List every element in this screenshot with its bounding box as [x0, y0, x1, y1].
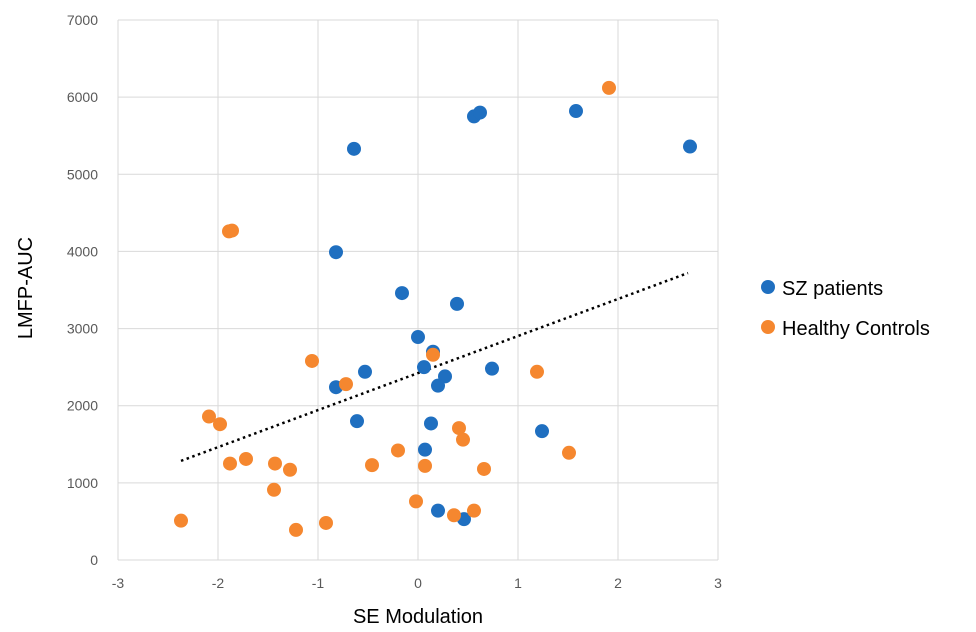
- x-tick-label: -2: [212, 575, 225, 591]
- data-point: [418, 458, 432, 473]
- data-point: [485, 361, 499, 376]
- data-point: [283, 462, 297, 477]
- data-point: [319, 515, 333, 530]
- data-point: [562, 445, 576, 460]
- data-point: [225, 223, 239, 238]
- legend-label: Healthy Controls: [782, 318, 930, 340]
- x-tick-label: 2: [614, 575, 622, 591]
- trendline-group: [180, 271, 689, 463]
- gridlines: [117, 19, 719, 561]
- data-point: [569, 104, 583, 119]
- x-tick-label: -3: [112, 575, 125, 591]
- legend-label: SZ patients: [782, 278, 883, 300]
- data-point: [365, 458, 379, 473]
- data-point: [447, 508, 461, 523]
- data-point: [683, 139, 697, 154]
- y-tick-label: 1000: [67, 475, 98, 491]
- trendline: [180, 271, 689, 463]
- data-point: [473, 105, 487, 120]
- y-tick-label: 3000: [67, 321, 98, 337]
- y-tick-label: 5000: [67, 166, 98, 182]
- data-point: [305, 353, 319, 368]
- data-point: [268, 456, 282, 471]
- x-axis-label: SE Modulation: [353, 606, 483, 628]
- data-points: [174, 80, 697, 537]
- tick-labels: -3 -2 -1 0 1 2 3 0 1000 2000 3000 4000 5000 6000 7000: [67, 12, 722, 591]
- data-point: [239, 451, 253, 466]
- data-point: [223, 456, 237, 471]
- x-tick-label: 3: [714, 575, 722, 591]
- data-point: [411, 330, 425, 345]
- data-point: [395, 286, 409, 301]
- data-point: [450, 296, 464, 311]
- data-point: [530, 364, 544, 379]
- data-point: [431, 378, 445, 393]
- data-point: [431, 503, 445, 518]
- data-point: [347, 141, 361, 156]
- x-tick-label: -1: [312, 575, 325, 591]
- legend-marker: [761, 280, 775, 294]
- y-tick-label: 6000: [67, 89, 98, 105]
- data-point: [339, 377, 353, 392]
- data-point: [467, 503, 481, 518]
- x-tick-label: 0: [414, 575, 422, 591]
- data-point: [535, 424, 549, 439]
- y-tick-label: 0: [90, 552, 98, 568]
- data-point: [477, 461, 491, 476]
- y-tick-label: 2000: [67, 398, 98, 414]
- data-point: [174, 513, 188, 528]
- data-point: [329, 245, 343, 260]
- data-point: [456, 432, 470, 447]
- data-point: [202, 409, 216, 424]
- data-point: [409, 494, 423, 509]
- legend: SZ patients Healthy Controls: [761, 278, 930, 340]
- data-point: [358, 364, 372, 379]
- data-point: [350, 414, 364, 429]
- data-point: [289, 522, 303, 537]
- y-tick-label: 4000: [67, 243, 98, 259]
- legend-marker: [761, 320, 775, 334]
- y-tick-label: 7000: [67, 12, 98, 28]
- data-point: [426, 347, 440, 362]
- data-point: [417, 360, 431, 375]
- data-point: [267, 482, 281, 497]
- data-point: [418, 442, 432, 457]
- x-tick-label: 1: [514, 575, 522, 591]
- data-point: [391, 443, 405, 458]
- data-point: [602, 80, 616, 95]
- data-point: [452, 421, 466, 436]
- series-sz-patients: [329, 104, 697, 527]
- data-point: [213, 417, 227, 432]
- series-healthy-controls: [174, 80, 616, 537]
- y-axis-label: LMFP-AUC: [15, 237, 37, 339]
- data-point: [424, 416, 438, 431]
